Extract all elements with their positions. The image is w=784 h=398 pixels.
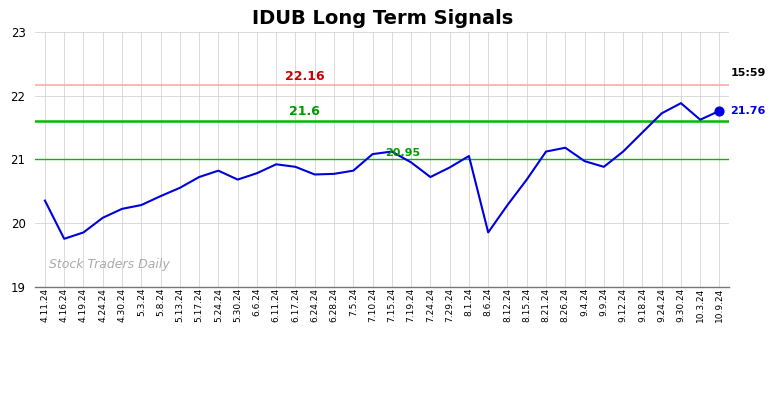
Text: 22.16: 22.16 (285, 70, 325, 83)
Text: 15:59: 15:59 (731, 68, 766, 78)
Text: Stock Traders Daily: Stock Traders Daily (49, 258, 170, 271)
Title: IDUB Long Term Signals: IDUB Long Term Signals (252, 8, 513, 27)
Point (713, 107, 726, 114)
Text: 21.6: 21.6 (289, 105, 320, 119)
Text: 20.95: 20.95 (386, 148, 421, 158)
Text: 21.76: 21.76 (731, 106, 766, 116)
